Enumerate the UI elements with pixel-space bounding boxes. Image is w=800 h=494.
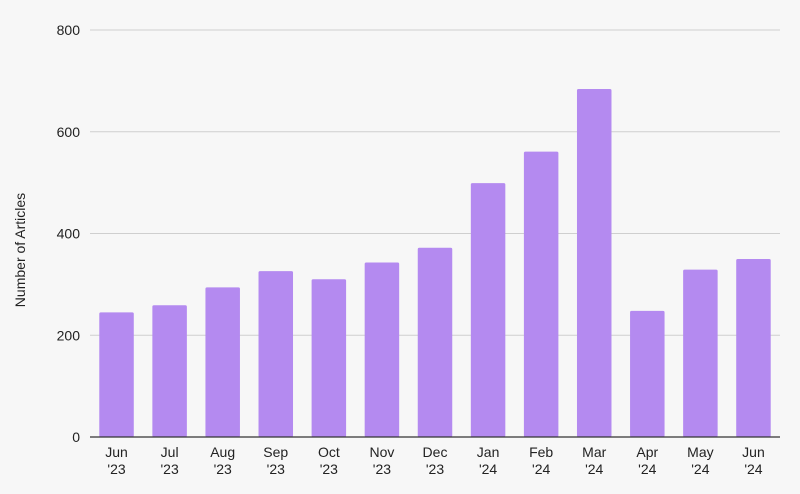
x-tick-label: Dec '23 [423, 444, 448, 477]
x-tick-month: Aug [210, 444, 235, 460]
bar [576, 89, 612, 437]
x-tick-label: Feb '24 [529, 444, 553, 477]
x-tick-year: '23 [426, 461, 444, 477]
x-tick-year: '24 [479, 461, 497, 477]
x-tick-month: Sep [263, 444, 288, 460]
y-tick-label: 400 [57, 226, 81, 242]
bar [205, 287, 240, 437]
x-tick-year: '23 [320, 461, 338, 477]
y-tick-label: 200 [57, 327, 81, 343]
x-tick-label: Oct '23 [318, 444, 340, 477]
bar [683, 269, 718, 437]
x-tick-month: Mar [582, 444, 606, 460]
x-tick-month: Jun [105, 444, 128, 460]
bar [258, 271, 294, 437]
x-tick-label: Jan '24 [477, 444, 500, 477]
y-tick-label: 0 [72, 429, 80, 445]
x-tick-month: Jan [477, 444, 500, 460]
bar [736, 258, 771, 437]
x-tick-label: Jun '24 [742, 444, 765, 477]
x-tick-month: Feb [529, 444, 553, 460]
x-tick-label: Nov '23 [369, 444, 394, 477]
x-tick-month: Jun [742, 444, 765, 460]
x-tick-month: Jul [161, 444, 179, 460]
x-tick-label: Jul '23 [160, 444, 178, 477]
x-tick-year: '23 [373, 461, 391, 477]
y-tick-label: 600 [57, 124, 81, 140]
x-tick-year: '23 [214, 461, 232, 477]
x-tick-month: May [687, 444, 713, 460]
x-tick-label: Sep '23 [263, 444, 288, 477]
x-tick-month: Oct [318, 444, 340, 460]
x-tick-year: '23 [107, 461, 125, 477]
x-tick-month: Apr [636, 444, 658, 460]
bar [364, 262, 400, 437]
x-tick-month: Nov [369, 444, 394, 460]
x-tick-year: '24 [532, 461, 550, 477]
x-tick-year: '24 [744, 461, 762, 477]
bar [523, 151, 559, 437]
x-tick-label: May '24 [687, 444, 713, 477]
bar [152, 305, 187, 437]
y-axis-title: Number of Articles [12, 193, 28, 307]
bar [99, 312, 134, 437]
x-tick-year: '24 [691, 461, 709, 477]
x-tick-year: '23 [160, 461, 178, 477]
bars [99, 89, 771, 437]
x-tick-year: '24 [638, 461, 656, 477]
x-tick-label: Apr '24 [636, 444, 658, 477]
x-tick-label: Jun '23 [105, 444, 128, 477]
bar [470, 183, 506, 437]
bar [630, 310, 665, 437]
bar [311, 279, 347, 437]
bar [417, 247, 453, 437]
x-tick-year: '23 [267, 461, 285, 477]
x-tick-label: Aug '23 [210, 444, 235, 477]
y-tick-label: 800 [57, 22, 81, 38]
x-tick-year: '24 [585, 461, 603, 477]
x-tick-label: Mar '24 [582, 444, 606, 477]
x-tick-month: Dec [423, 444, 448, 460]
